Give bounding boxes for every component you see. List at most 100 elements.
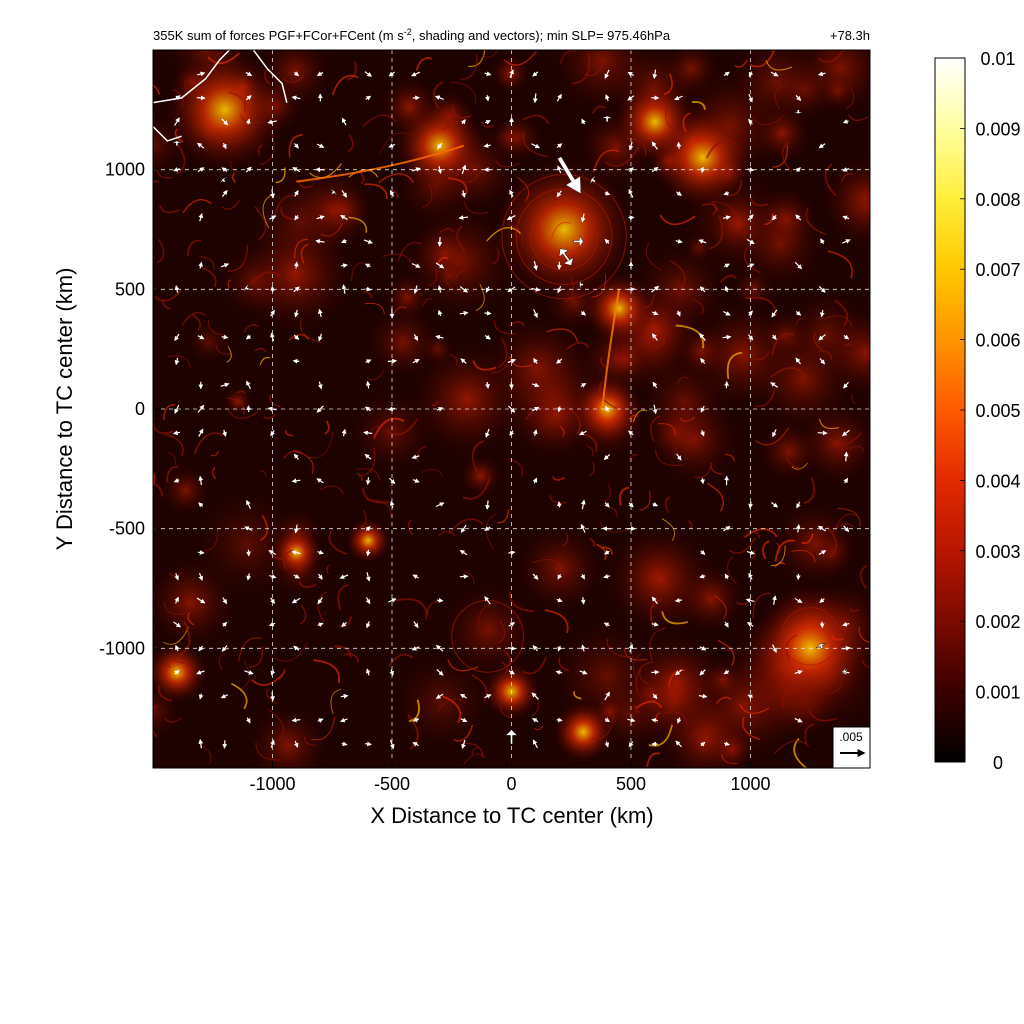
vector-arrow (412, 358, 420, 364)
vector-arrow (389, 739, 395, 750)
vector-arrow (244, 526, 253, 531)
vector-arrow (580, 574, 585, 580)
x-tick-label: 0 (506, 774, 516, 794)
vector-arrow (365, 286, 372, 292)
vector-arrow (174, 404, 180, 414)
vector-arrow (460, 358, 467, 364)
vector-arrow (795, 310, 802, 316)
vector-arrow (700, 550, 706, 556)
vector-arrow (459, 310, 469, 316)
vector-arrow (843, 334, 850, 340)
y-axis: -1000 -500 0 500 1000 (99, 160, 159, 658)
vector-arrow (293, 261, 299, 269)
vector-arrow (293, 286, 300, 293)
vector-arrow (222, 597, 228, 605)
vector-arrow (603, 574, 611, 579)
vector-arrow-large (841, 666, 848, 677)
vector-arrow (818, 334, 826, 341)
colorbar-tick-label: 0.001 (975, 683, 1020, 703)
vector-arrow (818, 143, 826, 149)
vector-arrow (460, 119, 466, 125)
vector-arrow (747, 167, 755, 172)
vector-arrow (316, 405, 324, 413)
vector-arrow (245, 334, 252, 340)
vector-arrow (435, 644, 444, 652)
vector-arrow (484, 694, 492, 699)
vector-arrow (198, 645, 204, 652)
y-axis-label: Y Distance to TC center (km) (52, 268, 77, 551)
vector-arrow (817, 71, 826, 77)
vector-arrow (340, 693, 349, 699)
vector-arrow (221, 167, 228, 173)
vector-arrow (317, 622, 324, 628)
vector-arrow (556, 597, 563, 603)
vector-arrow (772, 214, 777, 221)
vector-arrow (605, 94, 610, 101)
vector-arrow (557, 165, 562, 174)
vector-arrow (222, 621, 228, 627)
vector-arrow (770, 71, 779, 77)
vector-arrow (531, 718, 539, 723)
vector-arrow (411, 646, 420, 651)
colorbar-tick-label: 0.01 (980, 49, 1015, 69)
vector-arrow (220, 693, 229, 699)
vector-arrow (532, 93, 538, 104)
reference-vector: .005 (832, 726, 871, 769)
vector-arrow (341, 428, 347, 437)
vector-arrow (580, 213, 586, 223)
vector-arrow (387, 358, 398, 364)
vector-arrow (196, 597, 206, 604)
vector-arrow (317, 718, 324, 723)
vector-arrow (556, 358, 563, 364)
vector-arrow (461, 190, 466, 198)
vector-arrow (291, 597, 301, 604)
vector-arrow (270, 692, 275, 702)
vector-arrow (413, 621, 419, 629)
vector-arrow (485, 286, 491, 293)
vector-arrow (341, 621, 347, 628)
vector-arrow (437, 285, 443, 293)
vector-arrow (294, 215, 300, 221)
vector-arrow (341, 189, 347, 198)
vector-arrow (364, 71, 373, 77)
vector-arrow (291, 550, 301, 555)
vector-arrow (820, 238, 825, 245)
vector-arrow (485, 381, 490, 390)
vector-arrow (627, 287, 636, 292)
vector-arrow (413, 285, 419, 295)
vector-arrow (508, 550, 516, 556)
vector-arrow (485, 500, 490, 510)
vector-arrow (293, 740, 299, 748)
vector-arrow-large (505, 729, 518, 745)
vector-arrow (245, 71, 253, 77)
vector-arrow (411, 71, 421, 77)
vector-arrow (484, 120, 491, 125)
vector-arrow (842, 646, 851, 651)
x-tick-label: -500 (374, 774, 410, 794)
vector-arrow-large (219, 176, 228, 185)
vector-arrow (173, 621, 182, 628)
vector-arrow (389, 669, 395, 677)
vector-arrow (245, 118, 251, 125)
vector-arrow (747, 621, 754, 627)
vector-arrow (651, 166, 659, 173)
vector-arrow (437, 142, 443, 150)
vector-arrow (676, 191, 682, 196)
vector-arrow (724, 621, 729, 628)
vector-arrow (388, 598, 397, 603)
vector-arrow (722, 334, 732, 340)
vector-arrow (269, 215, 277, 220)
vector-arrow (531, 287, 541, 292)
vector-arrow (795, 524, 801, 533)
colorbar-tick-label: 0.008 (975, 190, 1020, 210)
vector-arrow (772, 595, 777, 605)
vector-arrow (485, 95, 490, 102)
x-tick-label: 500 (616, 774, 646, 794)
vector-arrow (700, 405, 706, 413)
vector-arrow (436, 597, 444, 603)
vector-arrow (509, 430, 515, 436)
vector-arrow (771, 334, 777, 341)
vector-arrow (748, 572, 753, 580)
vector-arrow-large (329, 188, 338, 197)
vector-arrow (747, 694, 753, 699)
